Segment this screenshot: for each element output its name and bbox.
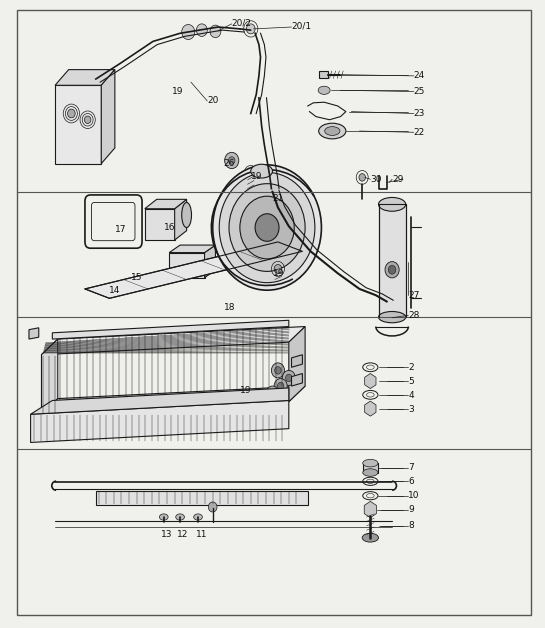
Ellipse shape: [319, 123, 346, 139]
Circle shape: [240, 196, 294, 259]
Text: 11: 11: [196, 530, 208, 539]
Text: 5: 5: [408, 377, 414, 386]
Circle shape: [269, 390, 276, 398]
Text: 27: 27: [408, 291, 420, 300]
Circle shape: [275, 367, 281, 374]
Circle shape: [282, 371, 295, 386]
Ellipse shape: [181, 202, 191, 227]
Text: 2: 2: [408, 363, 414, 372]
Circle shape: [286, 374, 292, 382]
Text: 20/2: 20/2: [232, 18, 252, 27]
Ellipse shape: [193, 514, 202, 520]
Text: 10: 10: [408, 491, 420, 501]
Circle shape: [196, 24, 207, 36]
Circle shape: [228, 157, 235, 165]
Text: 24: 24: [414, 72, 425, 80]
Circle shape: [271, 363, 284, 378]
Circle shape: [385, 262, 399, 278]
Ellipse shape: [363, 459, 378, 467]
Polygon shape: [169, 252, 204, 278]
Text: 30: 30: [371, 175, 382, 184]
Text: 15: 15: [131, 273, 143, 282]
Polygon shape: [292, 355, 302, 367]
Circle shape: [181, 24, 195, 40]
Text: 23: 23: [414, 109, 425, 118]
Text: 19: 19: [251, 171, 262, 181]
Text: 29: 29: [392, 175, 403, 184]
Ellipse shape: [251, 165, 272, 178]
Polygon shape: [85, 242, 302, 298]
Polygon shape: [363, 463, 378, 472]
Circle shape: [388, 266, 396, 274]
Text: 26: 26: [223, 159, 235, 168]
Text: 14: 14: [110, 286, 121, 295]
Polygon shape: [174, 199, 186, 240]
Circle shape: [246, 24, 255, 34]
Ellipse shape: [363, 468, 378, 476]
Ellipse shape: [379, 197, 405, 211]
Circle shape: [266, 386, 279, 401]
Polygon shape: [204, 245, 215, 278]
Text: 4: 4: [408, 391, 414, 400]
Polygon shape: [41, 327, 305, 355]
Polygon shape: [145, 208, 174, 240]
Text: 12: 12: [177, 530, 189, 539]
Text: 20/1: 20/1: [292, 21, 312, 30]
Ellipse shape: [160, 514, 168, 520]
Text: 21: 21: [272, 193, 284, 203]
Circle shape: [213, 165, 322, 290]
Circle shape: [68, 109, 75, 118]
Text: 19: 19: [272, 269, 284, 278]
Text: 16: 16: [164, 223, 175, 232]
Circle shape: [229, 183, 305, 271]
Circle shape: [225, 153, 239, 169]
Polygon shape: [55, 85, 101, 164]
Polygon shape: [31, 388, 289, 414]
Text: 7: 7: [408, 463, 414, 472]
Polygon shape: [55, 70, 115, 85]
Text: 19: 19: [240, 386, 251, 395]
Ellipse shape: [379, 311, 405, 323]
Text: 25: 25: [414, 87, 425, 96]
Polygon shape: [319, 71, 329, 78]
Ellipse shape: [325, 127, 340, 136]
Circle shape: [84, 116, 91, 124]
Circle shape: [219, 172, 315, 283]
Circle shape: [274, 264, 282, 273]
Polygon shape: [41, 386, 305, 414]
Text: 20: 20: [207, 97, 219, 106]
Polygon shape: [52, 320, 289, 339]
Text: 3: 3: [408, 404, 414, 414]
Polygon shape: [31, 401, 289, 443]
Polygon shape: [41, 339, 58, 414]
Polygon shape: [289, 327, 305, 402]
Circle shape: [274, 379, 287, 394]
Circle shape: [208, 502, 217, 512]
Circle shape: [359, 173, 366, 181]
Polygon shape: [292, 374, 302, 386]
Text: 19: 19: [172, 87, 184, 96]
Text: 18: 18: [223, 303, 235, 312]
Polygon shape: [169, 245, 215, 252]
Text: 28: 28: [408, 311, 420, 320]
Circle shape: [247, 169, 255, 177]
Text: 22: 22: [414, 127, 425, 137]
Circle shape: [255, 214, 279, 241]
Text: 6: 6: [408, 477, 414, 486]
Polygon shape: [379, 204, 405, 317]
Polygon shape: [96, 490, 308, 505]
Text: 8: 8: [408, 521, 414, 530]
Ellipse shape: [175, 514, 184, 520]
Text: 17: 17: [115, 225, 126, 234]
Polygon shape: [145, 199, 186, 208]
Text: 13: 13: [161, 530, 173, 539]
Polygon shape: [29, 328, 39, 339]
Circle shape: [210, 25, 221, 38]
Polygon shape: [101, 70, 115, 164]
Text: 9: 9: [408, 505, 414, 514]
Circle shape: [277, 382, 284, 390]
Ellipse shape: [318, 86, 330, 94]
Ellipse shape: [362, 533, 379, 542]
